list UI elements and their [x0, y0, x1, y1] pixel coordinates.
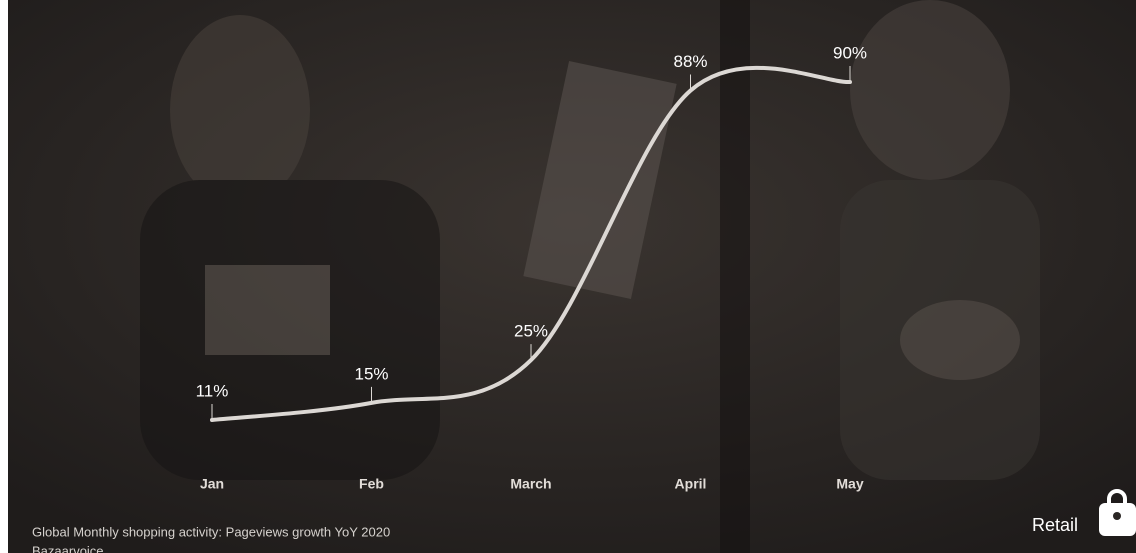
value-label: 88% — [673, 52, 707, 71]
value-label: 90% — [833, 43, 867, 62]
x-tick-label: May — [836, 476, 863, 492]
x-tick-label: Feb — [359, 476, 384, 492]
retail-icon — [1099, 489, 1136, 536]
source: Bazaarvoice — [32, 543, 104, 553]
tag: Retail — [1032, 515, 1078, 535]
x-tick-label: March — [510, 476, 551, 492]
x-tick-label: April — [675, 476, 707, 492]
line — [210, 65, 852, 422]
caption: Global Monthly shopping activity: Pagevi… — [32, 524, 390, 539]
x-tick-label: Jan — [200, 476, 224, 492]
value-label: 15% — [354, 364, 388, 383]
left-edge — [0, 0, 8, 553]
value-label: 25% — [514, 322, 548, 341]
value-label: 11% — [196, 381, 229, 400]
